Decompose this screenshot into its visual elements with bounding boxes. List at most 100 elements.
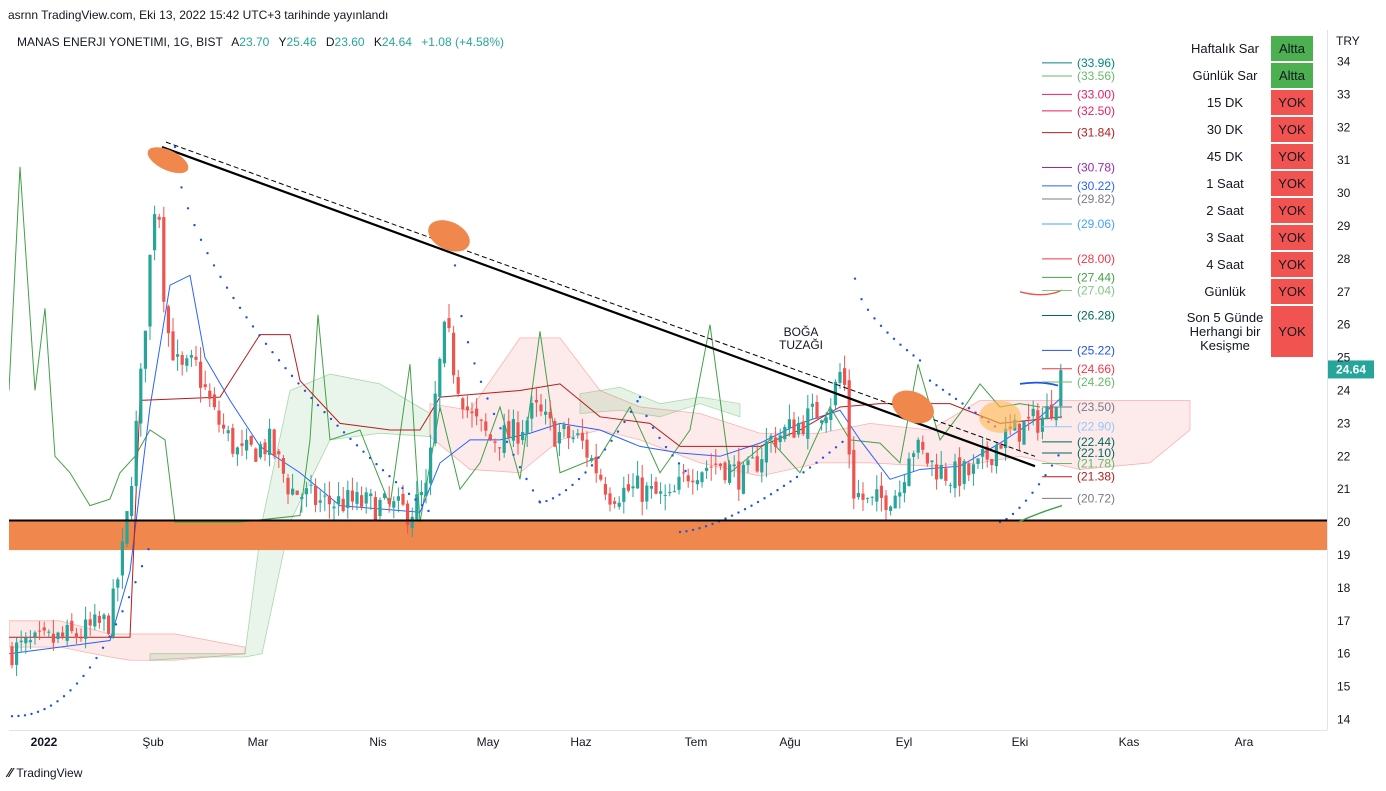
candle-body[interactable] xyxy=(176,354,180,357)
candle-body[interactable] xyxy=(65,625,69,641)
candle-body[interactable] xyxy=(718,463,722,466)
candle-body[interactable] xyxy=(231,428,235,454)
candle-body[interactable] xyxy=(875,489,879,502)
candle-body[interactable] xyxy=(640,477,644,502)
candle-body[interactable] xyxy=(567,425,571,439)
candle-body[interactable] xyxy=(751,457,755,459)
candle-body[interactable] xyxy=(171,331,175,361)
candle-body[interactable] xyxy=(47,631,51,633)
candle-body[interactable] xyxy=(985,446,989,460)
candle-body[interactable] xyxy=(401,493,405,505)
candle-body[interactable] xyxy=(33,632,37,638)
candle-body[interactable] xyxy=(571,437,575,440)
candle-body[interactable] xyxy=(967,463,971,476)
candle-body[interactable] xyxy=(585,439,589,458)
candle-body[interactable] xyxy=(755,456,759,472)
candle-body[interactable] xyxy=(1022,421,1026,445)
candle-body[interactable] xyxy=(994,444,998,467)
candle-body[interactable] xyxy=(916,439,920,453)
candle-body[interactable] xyxy=(852,449,856,499)
candle-body[interactable] xyxy=(309,484,313,486)
descending-trendline[interactable] xyxy=(161,146,1036,468)
candle-body[interactable] xyxy=(622,487,626,502)
candle-body[interactable] xyxy=(199,361,203,388)
candle-body[interactable] xyxy=(203,384,207,388)
candle-body[interactable] xyxy=(470,411,474,414)
candle-body[interactable] xyxy=(51,633,55,643)
candle-body[interactable] xyxy=(341,498,345,512)
candle-body[interactable] xyxy=(631,486,635,489)
candle-body[interactable] xyxy=(107,615,111,634)
candle-body[interactable] xyxy=(369,493,373,497)
candle-body[interactable] xyxy=(392,501,396,508)
candle-body[interactable] xyxy=(337,496,341,505)
candle-body[interactable] xyxy=(258,444,262,458)
candle-body[interactable] xyxy=(746,460,750,466)
candle-body[interactable] xyxy=(728,464,732,483)
candle-body[interactable] xyxy=(939,464,943,479)
candle-body[interactable] xyxy=(493,441,497,443)
candle-body[interactable] xyxy=(291,488,295,495)
candle-body[interactable] xyxy=(1036,410,1040,433)
candle-body[interactable] xyxy=(1017,423,1021,442)
candle-body[interactable] xyxy=(323,495,327,497)
candle-body[interactable] xyxy=(148,254,152,327)
candle-body[interactable] xyxy=(61,632,65,637)
candle-body[interactable] xyxy=(484,421,488,431)
candle-body[interactable] xyxy=(143,330,147,369)
candle-body[interactable] xyxy=(921,441,925,450)
candle-body[interactable] xyxy=(893,495,897,509)
candle-body[interactable] xyxy=(603,484,607,495)
candle-body[interactable] xyxy=(194,356,198,360)
candle-body[interactable] xyxy=(139,368,143,424)
candle-body[interactable] xyxy=(884,495,888,511)
candle-body[interactable] xyxy=(668,492,672,494)
candle-body[interactable] xyxy=(383,493,387,498)
candle-body[interactable] xyxy=(56,632,60,639)
candle-body[interactable] xyxy=(479,419,483,421)
candle-body[interactable] xyxy=(608,493,612,505)
candle-body[interactable] xyxy=(93,614,97,627)
candle-body[interactable] xyxy=(1004,428,1008,449)
candle-body[interactable] xyxy=(925,452,929,464)
candle-body[interactable] xyxy=(971,464,975,474)
candle-body[interactable] xyxy=(557,432,561,444)
candle-body[interactable] xyxy=(870,496,874,498)
candle-body[interactable] xyxy=(1027,416,1031,419)
candle-body[interactable] xyxy=(245,439,249,451)
candle-body[interactable] xyxy=(907,458,911,486)
candle-body[interactable] xyxy=(723,462,727,481)
drawing-overlays[interactable]: BOĞA TUZAĞI xyxy=(9,141,1327,523)
candle-body[interactable] xyxy=(355,492,359,504)
candle-body[interactable] xyxy=(958,457,962,486)
candle-body[interactable] xyxy=(28,640,32,643)
candle-body[interactable] xyxy=(787,419,791,429)
candle-body[interactable] xyxy=(774,437,778,447)
candle-body[interactable] xyxy=(810,403,814,407)
candle-body[interactable] xyxy=(488,434,492,440)
candle-body[interactable] xyxy=(672,491,676,493)
candle-body[interactable] xyxy=(732,464,736,467)
candle-body[interactable] xyxy=(562,424,566,430)
candle-body[interactable] xyxy=(1045,406,1049,420)
candle-body[interactable] xyxy=(953,461,957,489)
candlestick-series[interactable] xyxy=(10,205,1063,677)
candle-body[interactable] xyxy=(525,420,529,434)
candle-body[interactable] xyxy=(498,447,502,449)
candle-body[interactable] xyxy=(516,422,520,444)
candle-body[interactable] xyxy=(456,377,460,394)
candle-body[interactable] xyxy=(962,461,966,484)
candle-body[interactable] xyxy=(222,424,226,429)
candle-body[interactable] xyxy=(645,485,649,502)
candle-body[interactable] xyxy=(714,463,718,465)
candle-body[interactable] xyxy=(990,459,994,466)
candle-body[interactable] xyxy=(976,458,980,464)
candle-body[interactable] xyxy=(617,502,621,507)
candle-body[interactable] xyxy=(387,498,391,504)
candle-body[interactable] xyxy=(102,614,106,620)
candle-body[interactable] xyxy=(502,425,506,453)
candle-body[interactable] xyxy=(948,484,952,486)
candle-body[interactable] xyxy=(764,441,768,463)
candle-body[interactable] xyxy=(295,490,299,495)
candle-body[interactable] xyxy=(695,480,699,485)
